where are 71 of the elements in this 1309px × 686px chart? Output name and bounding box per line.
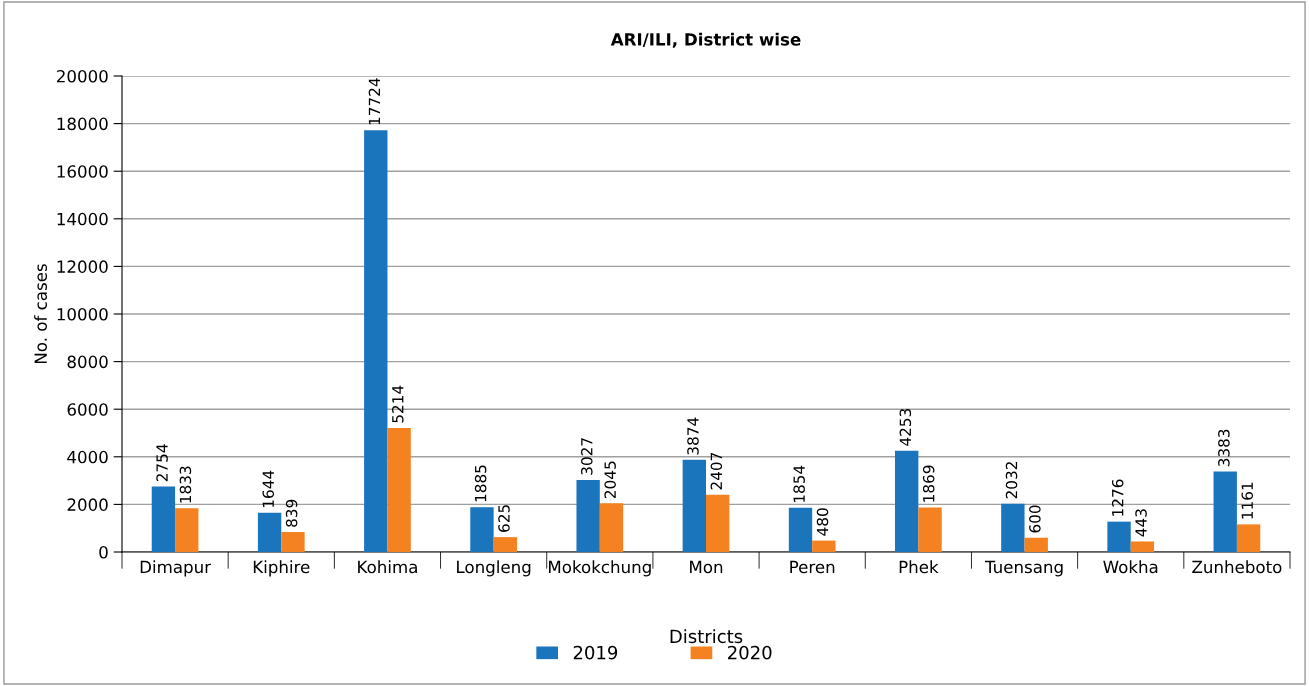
bar xyxy=(895,450,919,552)
data-label: 2754 xyxy=(156,444,168,482)
data-label: 17724 xyxy=(368,78,380,125)
data-label: 4253 xyxy=(899,408,912,446)
data-label: 1833 xyxy=(179,466,192,503)
data-label: 1644 xyxy=(262,470,275,508)
x-tick-label: Phek xyxy=(899,560,939,574)
y-tick-label: 8000 xyxy=(67,355,108,369)
bar xyxy=(493,537,517,552)
data-label: 2032 xyxy=(1005,462,1018,499)
bar xyxy=(788,507,813,552)
bar xyxy=(1213,471,1237,552)
x-tick-label: Mokokchung xyxy=(549,560,651,577)
data-label: 2045 xyxy=(604,461,616,499)
bar xyxy=(599,503,624,552)
bar xyxy=(470,507,494,552)
data-label: 3027 xyxy=(581,438,593,475)
data-label: 5214 xyxy=(392,385,404,423)
y-tick-label: 20000 xyxy=(57,69,108,83)
x-tick-label: Kohima xyxy=(358,560,417,574)
x-tick-label: Longleng xyxy=(457,560,531,577)
bar xyxy=(918,507,942,552)
data-label: 3874 xyxy=(687,417,699,455)
y-tick-label: 0 xyxy=(99,545,108,559)
x-tick-label: Peren xyxy=(790,560,835,574)
bar xyxy=(812,540,836,552)
y-tick-label: 6000 xyxy=(67,403,108,416)
bar xyxy=(682,459,706,552)
data-label: 2407 xyxy=(710,452,723,490)
data-label: 625 xyxy=(498,505,510,532)
x-tick-label: Tuensang xyxy=(984,560,1063,577)
data-label: 443 xyxy=(1135,509,1147,537)
bar xyxy=(1130,541,1155,552)
data-label: 1869 xyxy=(922,465,935,502)
legend-label: 2019 xyxy=(573,645,618,660)
data-label: 1854 xyxy=(793,465,805,503)
bar xyxy=(175,508,199,552)
x-tick-label: Kiphire xyxy=(253,560,310,577)
y-axis-title: No. of cases xyxy=(34,264,47,364)
x-axis-title: Districts xyxy=(670,629,743,644)
y-tick-label: 14000 xyxy=(57,212,108,226)
data-label: 1885 xyxy=(474,465,487,502)
y-tick-label: 16000 xyxy=(57,165,108,178)
bar xyxy=(706,494,730,552)
bar xyxy=(387,427,411,552)
x-tick-label: Mon xyxy=(690,560,723,574)
data-label: 600 xyxy=(1029,505,1041,533)
data-label: 1276 xyxy=(1111,479,1124,516)
data-label: 480 xyxy=(816,508,829,536)
data-label: 3383 xyxy=(1218,429,1230,467)
data-label: 839 xyxy=(285,499,298,527)
bar xyxy=(1024,537,1048,552)
legend-label: 2020 xyxy=(728,645,772,660)
y-tick-label: 12000 xyxy=(57,260,108,273)
bar xyxy=(281,532,305,552)
x-tick-label: Zunheboto xyxy=(1192,560,1282,574)
y-tick-label: 2000 xyxy=(67,498,108,511)
bar xyxy=(1236,524,1261,552)
x-tick-label: Dimapur xyxy=(140,560,212,577)
x-tick-label: Wokha xyxy=(1103,560,1158,574)
y-tick-label: 4000 xyxy=(67,450,108,464)
bar xyxy=(1107,521,1131,552)
bar xyxy=(257,512,282,552)
bar xyxy=(576,479,600,552)
data-label: 1161 xyxy=(1241,482,1254,519)
bar xyxy=(364,130,388,552)
y-tick-label: 18000 xyxy=(57,117,108,131)
bar xyxy=(151,486,176,552)
y-tick-label: 10000 xyxy=(57,307,108,321)
bar xyxy=(1001,503,1025,552)
chart-title: ARI/ILI, District wise xyxy=(610,32,801,48)
